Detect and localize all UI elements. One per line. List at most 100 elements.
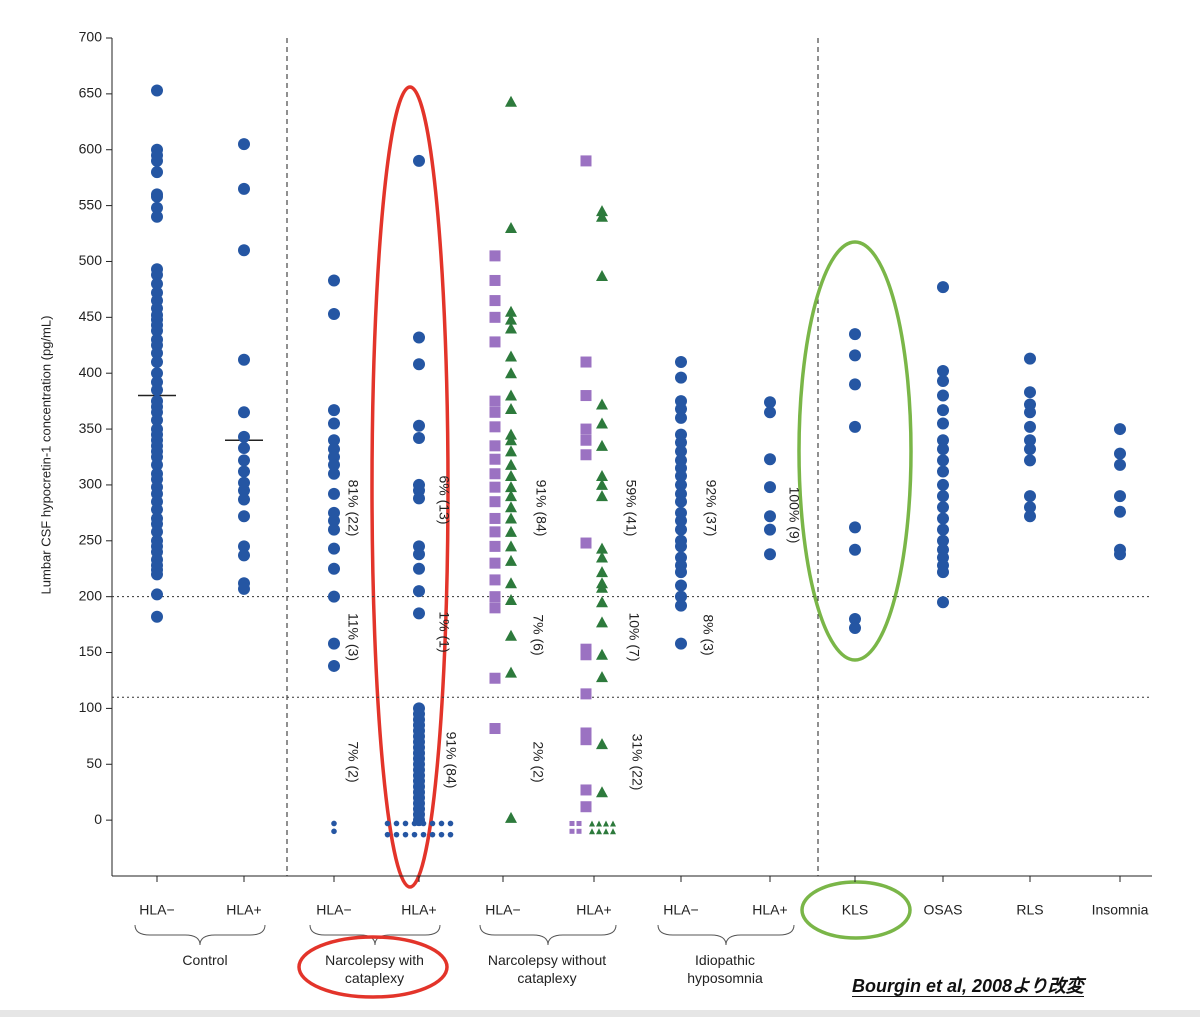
point	[489, 723, 501, 735]
point	[675, 637, 687, 650]
y-tick-label: 250	[79, 532, 103, 548]
point	[675, 478, 687, 491]
point	[151, 324, 163, 337]
point	[849, 378, 861, 391]
point	[489, 440, 501, 452]
point	[937, 478, 949, 491]
point	[675, 514, 687, 527]
y-tick-label: 0	[94, 811, 102, 827]
point	[1024, 501, 1036, 514]
point	[489, 526, 501, 538]
point	[596, 820, 602, 827]
point	[1024, 490, 1036, 503]
point	[596, 398, 608, 410]
point	[151, 190, 163, 203]
highlights	[297, 85, 913, 999]
point	[1024, 510, 1036, 523]
point	[489, 540, 501, 552]
annotation: 7% (6)	[530, 614, 546, 655]
point	[151, 367, 163, 380]
point	[603, 828, 609, 835]
point	[505, 490, 517, 502]
annotation: 100% (9)	[786, 487, 802, 544]
point	[151, 525, 163, 538]
point	[505, 512, 517, 524]
point	[596, 478, 608, 490]
point	[238, 138, 250, 151]
point	[596, 616, 608, 628]
y-tick-label: 500	[79, 252, 103, 268]
point	[580, 649, 592, 661]
point	[1024, 386, 1036, 399]
x-tick-label: Insomnia	[1092, 902, 1149, 918]
point	[413, 607, 425, 620]
point	[489, 395, 501, 407]
point	[413, 358, 425, 371]
annotation: 91% (84)	[443, 732, 459, 789]
point	[331, 820, 337, 827]
point	[596, 205, 608, 217]
point	[849, 349, 861, 362]
point	[569, 828, 575, 834]
point	[764, 548, 776, 561]
point	[937, 375, 949, 388]
point	[489, 295, 501, 307]
point	[764, 453, 776, 466]
point	[596, 648, 608, 660]
point	[328, 659, 340, 672]
point	[580, 727, 592, 739]
point	[849, 521, 861, 534]
point	[580, 449, 592, 461]
point	[413, 548, 425, 561]
x-tick-label: OSAS	[924, 902, 963, 918]
annotation: 31% (22)	[629, 734, 645, 791]
point	[447, 820, 454, 827]
point	[489, 512, 501, 524]
point	[489, 406, 501, 418]
point	[580, 155, 592, 167]
point	[413, 154, 425, 167]
point	[505, 305, 517, 317]
point	[937, 534, 949, 547]
point	[413, 331, 425, 344]
point	[413, 432, 425, 445]
point	[238, 442, 250, 455]
point	[151, 277, 163, 290]
point	[937, 512, 949, 525]
point	[328, 458, 340, 471]
point	[438, 820, 445, 827]
point	[675, 469, 687, 482]
bottom-bar	[0, 1010, 1200, 1017]
x-tick-label: HLA−	[139, 902, 174, 918]
point	[1114, 548, 1126, 561]
point	[238, 430, 250, 443]
y-tick-label: 600	[79, 140, 103, 156]
point	[238, 454, 250, 467]
point	[580, 537, 592, 549]
x-tick-label: HLA−	[316, 902, 351, 918]
point	[151, 414, 163, 427]
point	[505, 350, 517, 362]
point	[151, 588, 163, 601]
point	[489, 421, 501, 433]
point	[238, 549, 250, 562]
point	[849, 420, 861, 433]
point	[420, 820, 427, 827]
y-tick-label: 100	[79, 699, 103, 715]
group-label: Idiopathic hyposomnia	[687, 952, 763, 986]
y-tick-label: 450	[79, 308, 103, 324]
point	[937, 465, 949, 478]
point	[675, 540, 687, 553]
point	[331, 828, 337, 835]
point	[151, 347, 163, 360]
point	[596, 581, 608, 593]
point	[505, 540, 517, 552]
point	[328, 467, 340, 480]
point	[505, 525, 517, 537]
point	[580, 784, 592, 796]
point	[151, 201, 163, 214]
point	[1024, 352, 1036, 365]
point	[580, 801, 592, 813]
point	[937, 434, 949, 447]
